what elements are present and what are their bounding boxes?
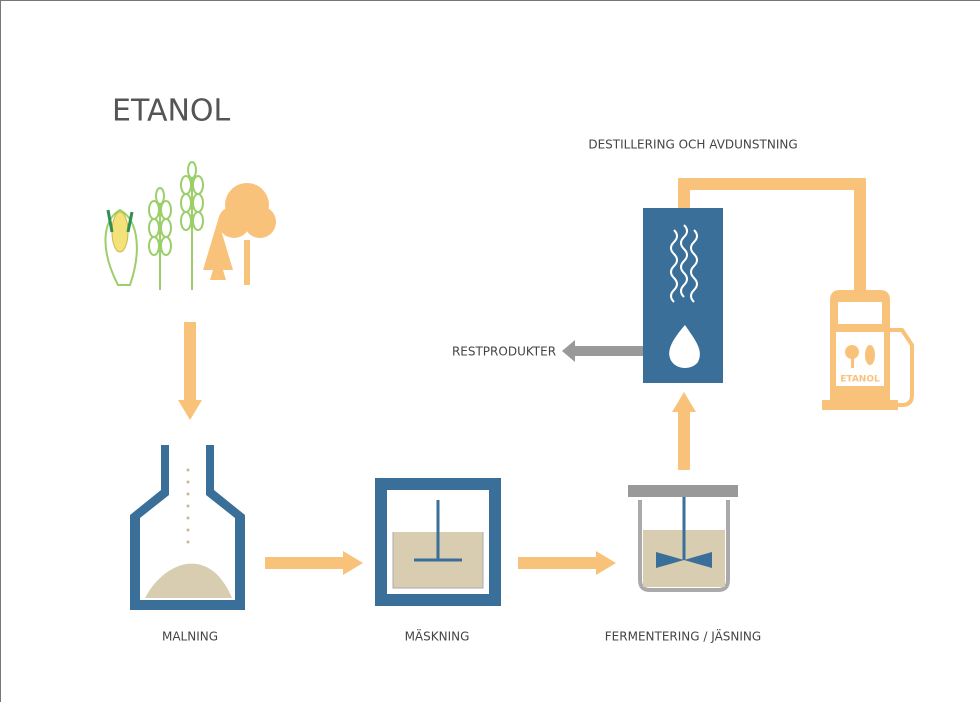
- distillation-label: DESTILLERING OCH AVDUNSTNING: [588, 138, 797, 152]
- flow-arrows: [178, 178, 866, 575]
- fuel-pump: ETANOL: [822, 290, 914, 410]
- residue-arrow: [562, 340, 643, 362]
- distillation-column: [643, 208, 723, 383]
- plants: [104, 161, 276, 290]
- residue-label: RESTPRODUKTER: [452, 345, 556, 359]
- title: ETANOL: [112, 94, 231, 129]
- mash-tank: [375, 478, 501, 606]
- fermenter: [628, 485, 738, 592]
- step-label: MÄSKNING: [405, 629, 470, 644]
- step-label: MALNING: [162, 630, 218, 644]
- pump-label: ETANOL: [840, 375, 880, 385]
- mill: [130, 445, 245, 610]
- step-label: FERMENTERING / JÄSNING: [605, 629, 761, 644]
